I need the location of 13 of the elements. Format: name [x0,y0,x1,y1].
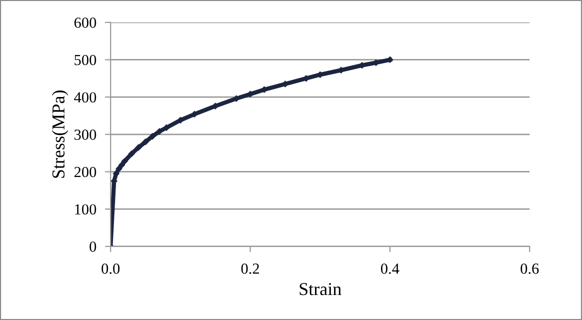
y-tick-label: 300 [74,130,96,140]
x-axis-title: Strain [300,283,342,296]
x-tick-label: 0.2 [241,264,259,274]
y-axis-title: Stress(MPa) [52,90,68,178]
y-tick-label: 400 [74,92,96,103]
y-tick-label: 200 [74,166,96,178]
x-tick-label: 0.4 [380,264,400,274]
y-tick-label: 100 [75,204,96,215]
x-tick-label: 0.6 [520,264,539,274]
x-tick-label: 0.0 [102,264,120,274]
y-tick-label: 0 [90,242,96,252]
y-tick-label: 500 [74,54,96,66]
y-tick-label: 600 [74,18,96,28]
